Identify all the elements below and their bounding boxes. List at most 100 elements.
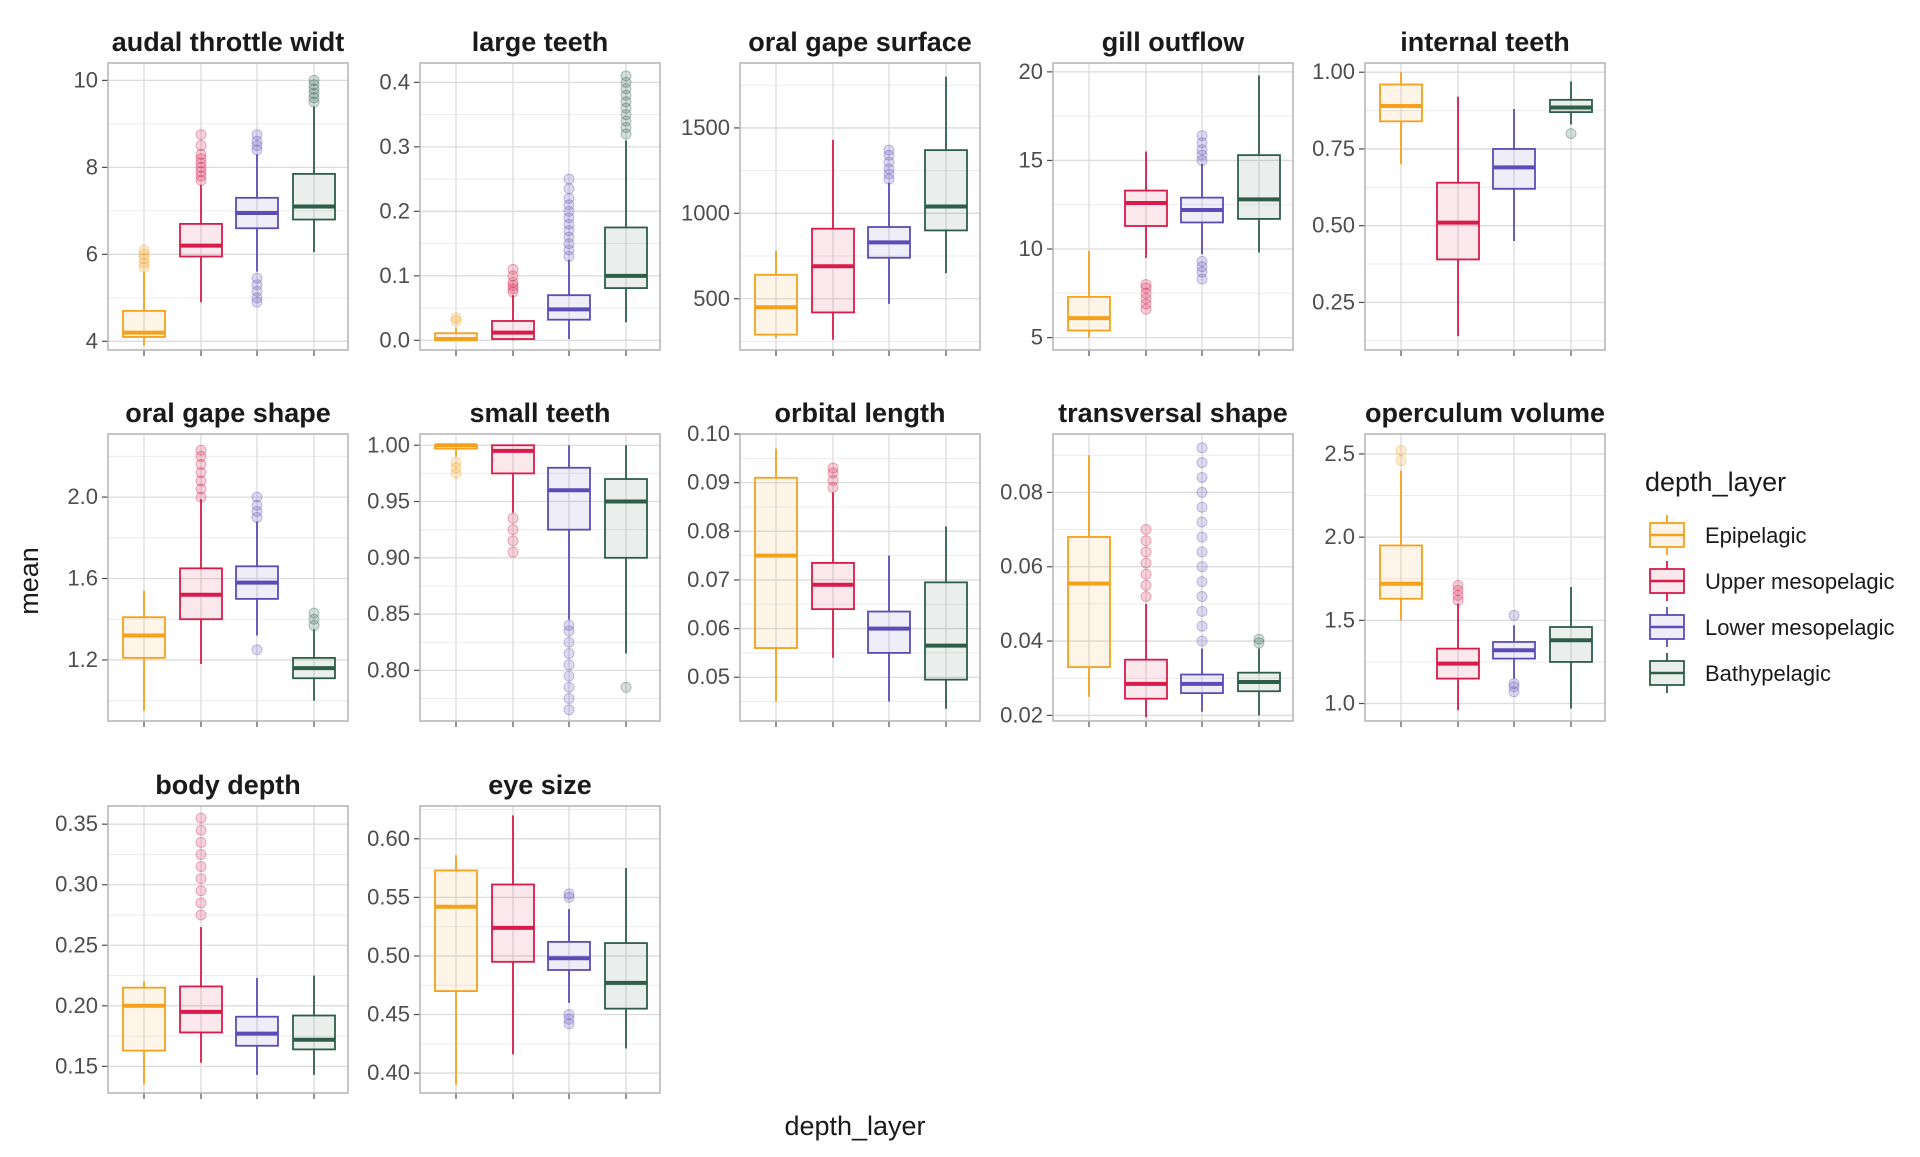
- legend-label: Bathypelagic: [1705, 661, 1831, 686]
- panel-background: [740, 434, 980, 721]
- panel-title: gill outflow: [1102, 27, 1245, 57]
- box-upper-mesopelagic: [491, 263, 535, 341]
- panel-title: body depth: [155, 770, 300, 800]
- outlier-point: [1140, 278, 1152, 290]
- outlier-point: [620, 76, 632, 88]
- outlier-point: [827, 467, 839, 479]
- box-epipelagic: [434, 312, 478, 342]
- panel-border: [739, 62, 981, 351]
- panel-background: [1053, 63, 1293, 350]
- panel-content: [420, 434, 660, 721]
- outlier-point: [251, 511, 263, 523]
- outlier-point: [563, 199, 575, 211]
- panel-title: audal throttle widt: [112, 27, 345, 57]
- box-epipelagic: [1379, 72, 1423, 165]
- outlier-point: [1196, 442, 1208, 454]
- box-body: [491, 883, 535, 963]
- outlier-point: [827, 482, 839, 494]
- y-tick-label: 8: [86, 154, 98, 179]
- outlier-point: [251, 135, 263, 147]
- outlier-point: [563, 225, 575, 237]
- box-body: [1124, 658, 1168, 700]
- y-tick-label: 1.00: [367, 432, 410, 457]
- box-lower-mesopelagic: [867, 555, 911, 702]
- y-tick-label: 10: [1019, 236, 1043, 261]
- outlier-point: [883, 144, 895, 156]
- outlier-point: [195, 148, 207, 160]
- outlier-point: [1565, 128, 1577, 140]
- y-tick-label: 0.85: [367, 601, 410, 626]
- box-upper-mesopelagic: [811, 462, 855, 658]
- outlier-point: [827, 474, 839, 486]
- outlier-point: [1140, 303, 1152, 315]
- panel-audal-throttle-widt: 4 6 8 10 audal throttle widt: [74, 27, 349, 356]
- y-tick-label: 0.20: [55, 993, 98, 1018]
- outlier-point: [563, 619, 575, 631]
- y-tick-label: 0.08: [1000, 479, 1043, 504]
- outlier-point: [620, 128, 632, 140]
- x-axis-title: depth_layer: [784, 1111, 925, 1141]
- box-upper-mesopelagic: [491, 815, 535, 1055]
- outlier-point: [563, 192, 575, 204]
- outlier-point: [195, 848, 207, 860]
- panel-content: [740, 434, 980, 721]
- outlier-point: [563, 659, 575, 671]
- y-tick-label: 500: [693, 286, 730, 311]
- y-tick-label: 0.50: [367, 943, 410, 968]
- outlier-point: [563, 692, 575, 704]
- outlier-point: [827, 462, 839, 474]
- panel-background: [420, 434, 660, 721]
- panel-gill-outflow: 5 10 15 20 gill outflow: [1019, 27, 1294, 356]
- outlier-point: [563, 218, 575, 230]
- panel-background: [1365, 434, 1605, 721]
- outlier-point: [620, 83, 632, 95]
- outlier-point: [563, 250, 575, 262]
- outlier-point: [1395, 445, 1407, 457]
- box-body: [1067, 295, 1111, 332]
- outlier-point: [1140, 568, 1152, 580]
- box-bathypelagic: [924, 76, 968, 274]
- box-lower-mesopelagic: [547, 445, 591, 716]
- panel-title: orbital length: [775, 398, 946, 428]
- panel-border: [107, 433, 349, 722]
- outlier-point: [1253, 633, 1265, 645]
- y-tick-label: 0.95: [367, 489, 410, 514]
- panel-title: oral gape surface: [748, 27, 972, 57]
- box-bathypelagic: [604, 445, 648, 693]
- outlier-point: [251, 296, 263, 308]
- box-body: [292, 1014, 336, 1051]
- outlier-point: [308, 74, 320, 86]
- panel-content: [420, 63, 660, 350]
- y-tick-label: 0.2: [379, 198, 410, 223]
- y-tick-label: 0.09: [687, 470, 730, 495]
- box-lower-mesopelagic: [1180, 130, 1224, 285]
- outlier-point: [1140, 287, 1152, 299]
- legend-title: depth_layer: [1645, 467, 1786, 497]
- panel-border: [107, 62, 349, 351]
- outlier-point: [507, 276, 519, 288]
- outlier-point: [1196, 255, 1208, 267]
- outlier-point: [883, 168, 895, 180]
- outlier-point: [450, 312, 462, 324]
- box-body: [1549, 626, 1593, 663]
- outlier-point: [507, 546, 519, 558]
- y-tick-label: 1.00: [1312, 59, 1355, 84]
- box-bathypelagic: [292, 607, 336, 701]
- y-tick-label: 0.02: [1000, 702, 1043, 727]
- y-tick-label: 0.10: [687, 421, 730, 446]
- outlier-point: [1140, 590, 1152, 602]
- box-body: [122, 986, 166, 1052]
- outlier-point: [1452, 589, 1464, 601]
- outlier-point: [195, 166, 207, 178]
- outlier-point: [883, 173, 895, 185]
- outlier-point: [1196, 635, 1208, 647]
- legend-label: Lower mesopelagic: [1705, 615, 1895, 640]
- legend-label: Epipelagic: [1705, 523, 1807, 548]
- y-tick-label: 1.0: [1324, 691, 1355, 716]
- outlier-point: [620, 89, 632, 101]
- outlier-point: [1140, 546, 1152, 558]
- box-upper-mesopelagic: [811, 139, 855, 340]
- panel-content: [740, 63, 980, 350]
- box-body: [604, 942, 648, 1010]
- outlier-point: [1196, 154, 1208, 166]
